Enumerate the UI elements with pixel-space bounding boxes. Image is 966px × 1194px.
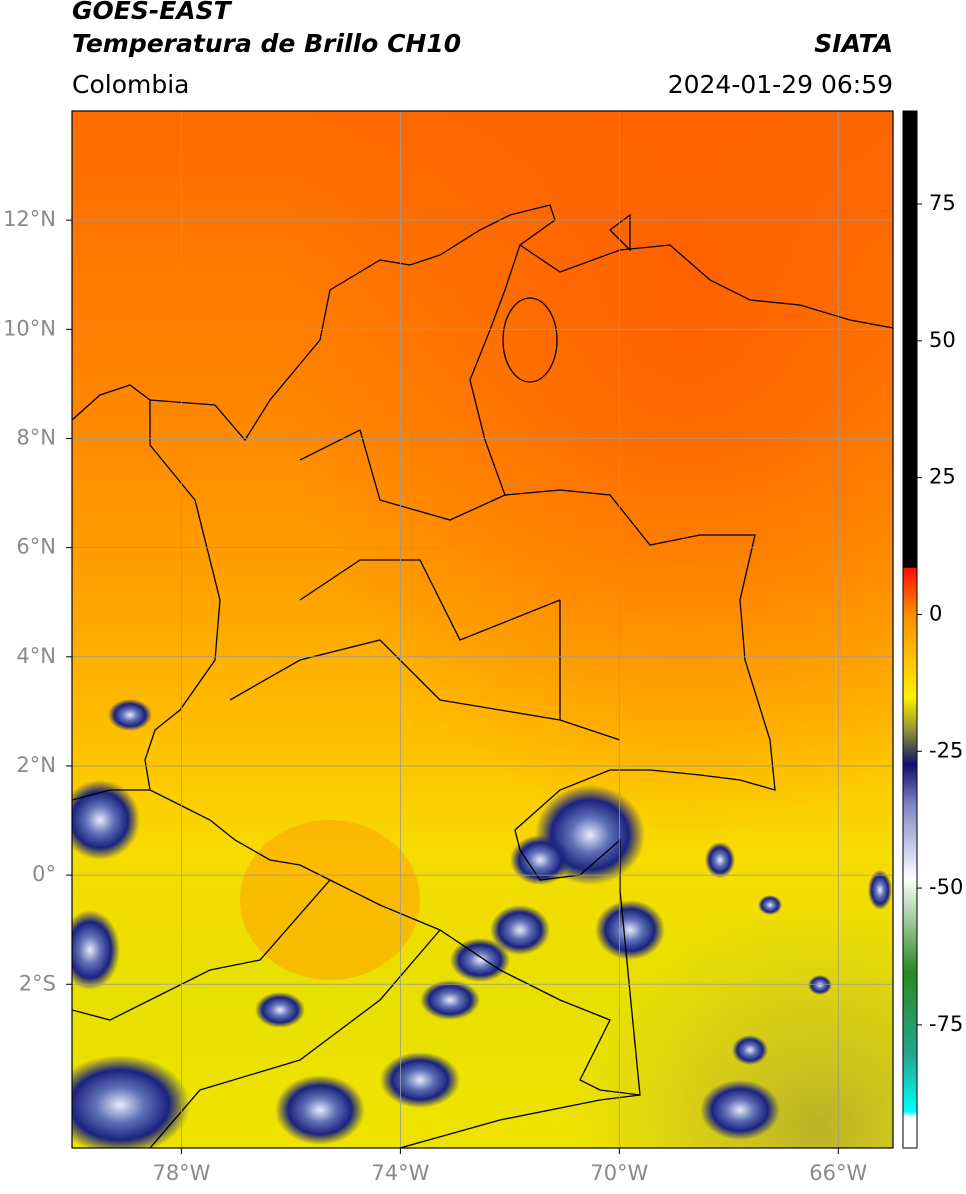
colorbar-tick-label: -50 bbox=[929, 875, 963, 899]
colorbar bbox=[902, 110, 918, 1149]
x-tick-label: 78°W bbox=[152, 1161, 210, 1185]
map-imagery bbox=[72, 111, 893, 1148]
y-tick-label: 4°N bbox=[16, 644, 56, 668]
y-tick-label: 6°N bbox=[16, 535, 56, 559]
map-frame bbox=[71, 110, 894, 1149]
colorbar-tick-label: 0 bbox=[929, 601, 942, 625]
colorbar-tick-label: 75 bbox=[929, 191, 956, 215]
y-tick-label: 8°N bbox=[16, 425, 56, 449]
y-tick-label: 2°S bbox=[19, 971, 56, 995]
y-tick-label: 12°N bbox=[3, 207, 56, 231]
cloud-cells bbox=[72, 699, 892, 1148]
x-tick-label: 74°W bbox=[371, 1161, 429, 1185]
x-tick-label: 66°W bbox=[809, 1161, 867, 1185]
x-tick-label: 70°W bbox=[590, 1161, 648, 1185]
title: GOES-EAST bbox=[72, 0, 233, 25]
y-tick-label: 2°N bbox=[16, 753, 56, 777]
colorbar-tick-label: -25 bbox=[929, 738, 963, 762]
colorbar-tick-label: -75 bbox=[929, 1012, 963, 1036]
y-tick-label: 10°N bbox=[3, 316, 56, 340]
region: Colombia bbox=[72, 70, 189, 99]
colorbar-tick-label: 50 bbox=[929, 328, 956, 352]
y-tick-label: 0° bbox=[32, 862, 56, 886]
source: SIATA bbox=[814, 29, 893, 58]
datetime: 2024-01-29 06:59 bbox=[668, 70, 893, 99]
graticule bbox=[72, 111, 893, 1148]
subtitle: Temperatura de Brillo CH10 bbox=[72, 29, 461, 58]
colorbar-tick-label: 25 bbox=[929, 465, 956, 489]
